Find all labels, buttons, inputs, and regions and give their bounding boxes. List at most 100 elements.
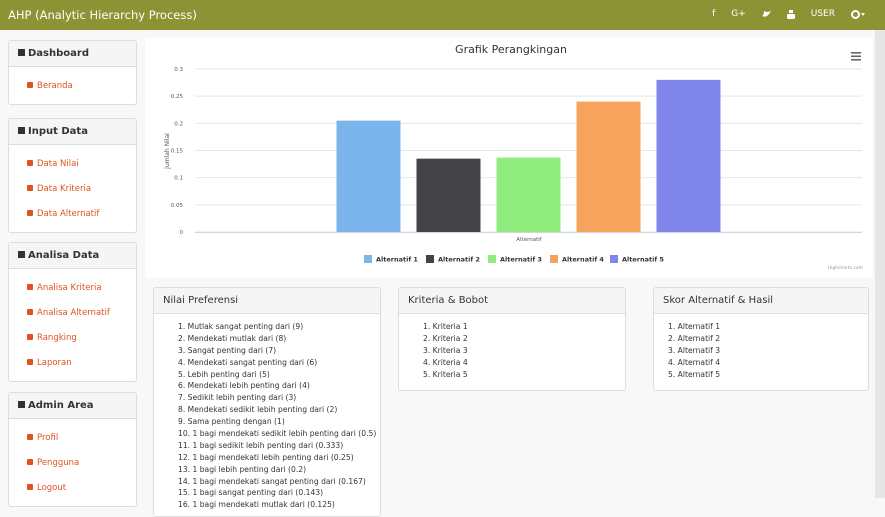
user-link[interactable]: USER bbox=[810, 9, 835, 19]
y-axis-label: Jumlah Nilai bbox=[164, 133, 171, 170]
list-item: 4. Kriteria 4 bbox=[423, 357, 468, 367]
menu-item[interactable]: Data Kriteria bbox=[9, 177, 136, 202]
bar bbox=[416, 158, 481, 232]
list-item: 2. Mendekati mutlak dari (8) bbox=[178, 333, 287, 343]
sidebar-panel: Input Data Data Nilai Data Kriteria Data Al… bbox=[8, 118, 137, 233]
menu: Analisa Kriteria Analisa Alternatif Rangki… bbox=[9, 269, 136, 376]
menu-text[interactable]: Logout bbox=[37, 483, 67, 493]
bar bbox=[336, 120, 401, 232]
sidebar-panel: Admin Area Profil Pengguna Logout bbox=[8, 392, 137, 507]
legend-label[interactable]: Alternatif 4 bbox=[562, 256, 604, 264]
list-item: 3. Sangat penting dari (7) bbox=[178, 345, 277, 355]
list-item: 2. Kriteria 2 bbox=[423, 333, 468, 343]
menu-text[interactable]: Analisa Alternatif bbox=[37, 308, 110, 318]
menu-item[interactable]: Data Nilai bbox=[9, 152, 136, 177]
menu-item[interactable]: Profil bbox=[9, 426, 136, 451]
list-item: 8. Mendekati sedikit lebih penting dari … bbox=[178, 405, 338, 415]
list-item: 1. Kriteria 1 bbox=[423, 322, 468, 331]
list-item: 14. 1 bagi mendekati sangat penting dari… bbox=[178, 476, 366, 486]
legend-label[interactable]: Alternatif 1 bbox=[376, 256, 418, 264]
menu-item[interactable]: Analisa Kriteria bbox=[9, 276, 136, 301]
legend-label[interactable]: Alternatif 3 bbox=[500, 256, 542, 264]
legend-label[interactable]: Alternatif 2 bbox=[438, 256, 480, 264]
list: 1. Kriteria 1 2. Kriteria 2 3. Kriteria 3 4… bbox=[399, 314, 625, 380]
legend-swatch bbox=[488, 255, 496, 263]
menu-text[interactable]: Data Kriteria bbox=[37, 184, 92, 194]
menu-item[interactable]: Analisa Alternatif bbox=[9, 301, 136, 326]
y-tick-label: 0.2 bbox=[174, 121, 183, 127]
sidebar-heading: Admin Area bbox=[9, 393, 136, 419]
settings-icon[interactable] bbox=[851, 9, 865, 19]
credit[interactable]: Highcharts.com bbox=[828, 265, 863, 271]
menu-icon bbox=[27, 459, 33, 465]
sidebar-panel: Dashboard Beranda bbox=[8, 40, 137, 105]
menu-text[interactable]: Rangking bbox=[37, 333, 77, 343]
list-item: 13. 1 bagi lebih penting dari (0.2) bbox=[178, 464, 307, 474]
list-item: 12. 1 bagi mendekati lebih penting dari … bbox=[178, 452, 354, 462]
list-item: 5. Lebih penting dari (5) bbox=[178, 369, 270, 379]
y-tick-label: 0.3 bbox=[174, 67, 183, 73]
list-item: 4. Mendekati sangat penting dari (6) bbox=[178, 357, 318, 367]
google-link[interactable]: G+ bbox=[731, 9, 746, 19]
menu-text[interactable]: Pengguna bbox=[37, 458, 80, 468]
menu-icon bbox=[27, 185, 33, 191]
menu-icon bbox=[27, 334, 33, 340]
menu-item[interactable]: Beranda bbox=[9, 74, 136, 99]
list-item: 11. 1 bagi sedikit lebih penting dari (0… bbox=[178, 440, 344, 450]
panel: Kriteria & Bobot 1. Kriteria 1 2. Kriteria… bbox=[398, 287, 626, 391]
heading-text: Analisa Data bbox=[28, 250, 100, 261]
list-item: 9. Sama penting dengan (1) bbox=[178, 417, 285, 427]
menu-text[interactable]: Laporan bbox=[37, 358, 72, 368]
scrollbar[interactable] bbox=[875, 30, 885, 498]
menu-item[interactable]: Laporan bbox=[9, 351, 136, 376]
list-item: 2. Alternatif 2 bbox=[668, 333, 721, 343]
heading-icon bbox=[18, 49, 25, 56]
menu-item[interactable]: Logout bbox=[9, 476, 136, 501]
menu: Data Nilai Data Kriteria Data Alternatif bbox=[9, 145, 136, 227]
menu-icon bbox=[27, 160, 33, 166]
y-tick-label: 0.25 bbox=[171, 94, 184, 100]
legend-swatch bbox=[426, 255, 434, 263]
menu: Beranda bbox=[9, 67, 136, 99]
list: 1. Mutlak sangat penting dari (9) 2. Mend… bbox=[154, 314, 380, 511]
panel: Skor Alternatif & Hasil 1. Alternatif 1 2.… bbox=[653, 287, 869, 391]
nav-links: f G+ USER bbox=[712, 9, 865, 19]
menu-text[interactable]: Data Alternatif bbox=[37, 209, 100, 219]
menu-text[interactable]: Profil bbox=[37, 433, 59, 443]
sidebar-heading: Dashboard bbox=[9, 41, 136, 67]
menu-text[interactable]: Beranda bbox=[37, 81, 73, 91]
list-item: 3. Kriteria 3 bbox=[423, 345, 468, 355]
bar bbox=[496, 157, 561, 232]
y-tick-label: 0.15 bbox=[171, 149, 184, 155]
heading-icon bbox=[18, 251, 25, 258]
sidebar-heading: Analisa Data bbox=[9, 243, 136, 269]
menu-item[interactable]: Rangking bbox=[9, 326, 136, 351]
youtube-icon[interactable] bbox=[786, 9, 795, 19]
menu-icon bbox=[27, 210, 33, 216]
list-item: 3. Alternatif 3 bbox=[668, 345, 721, 355]
twitter-icon[interactable] bbox=[761, 10, 771, 18]
menu-text[interactable]: Analisa Kriteria bbox=[37, 283, 102, 293]
heading-text: Input Data bbox=[28, 126, 88, 137]
facebook-link[interactable]: f bbox=[712, 9, 716, 19]
x-axis-label: Alternatif bbox=[516, 237, 543, 243]
legend-swatch bbox=[610, 255, 618, 263]
brand[interactable]: AHP (Analytic Hierarchy Process) bbox=[8, 8, 197, 22]
legend-swatch bbox=[364, 255, 372, 263]
legend-label[interactable]: Alternatif 5 bbox=[622, 256, 664, 264]
menu-item[interactable]: Pengguna bbox=[9, 451, 136, 476]
menu-text[interactable]: Data Nilai bbox=[37, 159, 79, 169]
menu-item[interactable]: Data Alternatif bbox=[9, 202, 136, 227]
heading-icon bbox=[18, 401, 25, 408]
menu-icon bbox=[27, 359, 33, 365]
heading-icon bbox=[18, 127, 25, 134]
menu-icon bbox=[27, 284, 33, 290]
chart-menu[interactable] bbox=[851, 52, 861, 61]
list-item: 7. Sedikit lebih penting dari (3) bbox=[178, 393, 297, 403]
list-item: 5. Alternatif 5 bbox=[668, 369, 721, 379]
panel-heading: Nilai Preferensi bbox=[154, 288, 380, 314]
sidebar-panel: Analisa Data Analisa Kriteria Analisa Alte… bbox=[8, 242, 137, 382]
panel-heading: Kriteria & Bobot bbox=[399, 288, 625, 314]
navbar: AHP (Analytic Hierarchy Process) f G+ US… bbox=[0, 0, 885, 30]
